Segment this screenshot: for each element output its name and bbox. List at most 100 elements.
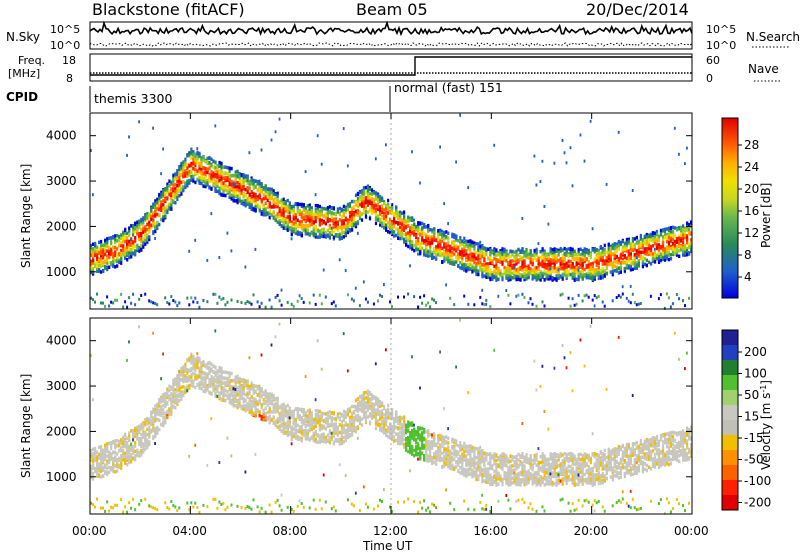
power-cell [497,277,500,281]
power-cell [561,274,564,278]
power-cell [563,258,566,263]
power-cell [587,259,590,264]
power-cell [160,208,163,212]
power-cell [688,245,691,250]
velocity-cell [134,441,137,445]
power-cell [158,213,161,218]
velocity-cell [130,442,132,446]
velocity-cell [110,444,113,448]
power-cell [120,261,123,265]
power-cell [587,264,590,268]
power-cell [182,185,185,189]
power-cell [130,224,133,228]
power-cell [571,253,574,257]
power-cell [563,252,566,256]
power-cell [132,252,135,256]
velocity-cell [118,440,121,444]
power-cell [475,269,478,273]
power-cell [431,297,434,301]
power-cell [224,165,227,169]
velocity-cell [100,454,103,459]
power-cell [433,232,436,236]
power-cell [106,257,109,261]
power-cell [579,270,582,274]
power-cell [208,160,211,165]
range-tick-label: 3000 [46,174,77,188]
power-cell [477,263,480,267]
power-cell [228,169,231,173]
power-cell [168,192,171,197]
velocity-cell [128,434,131,438]
power-cell [561,292,564,296]
velocity-cell [122,444,125,449]
power-cell [393,219,396,224]
power-cell [358,195,362,200]
power-cell [196,150,199,155]
power-cell [593,277,596,281]
power-cell [138,225,141,230]
power-cell [561,266,564,270]
velocity-cell [94,452,97,456]
power-cell [258,208,261,213]
power-cell [469,239,472,243]
power-cell [459,255,462,259]
velocity-cell [144,420,147,425]
power-cell [686,238,689,242]
power-cell [200,177,203,181]
power-cell [611,243,614,247]
power-cell [366,203,370,207]
power-cell [409,245,412,250]
power-cell [521,292,524,296]
power-cell [288,201,291,205]
power-cell [308,213,311,218]
power-cell [539,272,542,276]
power-cell [399,217,402,221]
power-cell [330,218,333,223]
power-cell [513,266,516,270]
power-cell [146,214,149,218]
power-cell [455,234,458,238]
power-cell [282,226,285,230]
power-cell [198,166,201,170]
velocity-cell [96,460,99,464]
power-cell [314,302,317,306]
power-cell [350,228,354,232]
power-cell [607,248,610,253]
power-cell [507,266,510,270]
power-cell [411,244,414,248]
power-cell [595,256,598,260]
power-cell [306,228,309,233]
power-cell [529,260,532,264]
power-cell [114,250,117,255]
power-cell [132,233,134,237]
power-cell [633,259,636,263]
power-cell [443,236,446,241]
power-cell [188,178,191,183]
power-cell [246,300,249,303]
velocity-cell [144,434,147,439]
power-cell [366,210,370,214]
power-cell [290,220,293,224]
power-cell [669,253,673,257]
power-cell [647,241,651,245]
velocity-cell [128,340,130,344]
power-cell [499,256,502,261]
power-cell [356,199,360,204]
power-cell [541,252,544,256]
power-cell [238,179,241,184]
power-cell [164,191,167,196]
power-cell [459,236,462,240]
power-cell [322,227,325,232]
power-cell [296,231,299,235]
velocity-cell [96,466,99,470]
power-cell [682,228,685,232]
power-cell [515,271,518,275]
power-cell [609,258,612,262]
velocity-cell [136,429,139,434]
power-cell [405,232,408,236]
power-cell [497,250,500,255]
power-cell [509,302,512,306]
power-cell [218,186,221,190]
power-cell [649,232,653,237]
power-cell [128,239,131,244]
